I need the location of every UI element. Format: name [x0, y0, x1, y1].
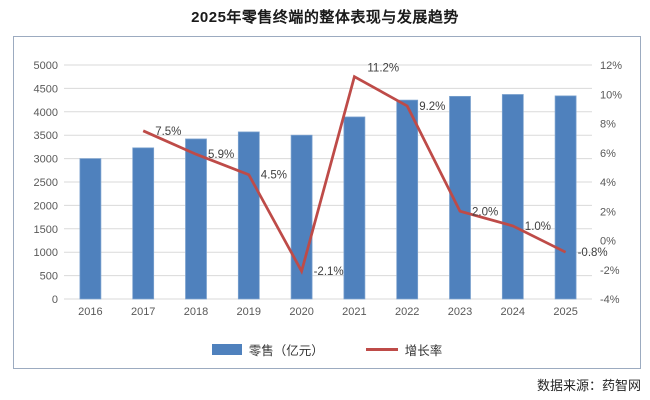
left-axis-tick-label: 500 [40, 271, 58, 283]
point-label-2022: 9.2% [419, 101, 445, 113]
data-source-note: 数据来源：药智网 [536, 378, 641, 393]
point-label-2021: 11.2% [367, 63, 399, 75]
left-axis-tick-label: 1000 [34, 247, 58, 259]
bar-2021 [343, 116, 366, 300]
x-axis-tick-label: 2021 [342, 306, 366, 318]
bar-2019 [237, 131, 260, 300]
left-axis-tick-label: 4500 [34, 83, 58, 95]
x-axis-tick-label: 2018 [184, 306, 208, 318]
right-axis-tick-label: 12% [600, 60, 622, 72]
x-axis-tick-label: 2016 [78, 306, 102, 318]
legend-label-growth: 增长率 [404, 344, 443, 358]
left-axis-tick-label: 4000 [34, 107, 58, 119]
growth-rate-line [142, 74, 567, 275]
left-axis-tick-label: 5000 [34, 60, 58, 72]
right-axis-tick-label: -2% [600, 265, 620, 277]
right-axis-tick-label: 2% [600, 206, 616, 218]
bar-2022 [396, 99, 419, 300]
x-axis-tick-label: 2019 [237, 306, 261, 318]
x-axis-tick-label: 2017 [131, 306, 155, 318]
bar-2024 [501, 94, 524, 300]
left-axis-tick-label: 2500 [34, 177, 58, 189]
point-label-2025: -0.8% [578, 247, 608, 259]
right-axis-tick-label: 10% [600, 89, 622, 101]
bar-2023 [449, 95, 471, 300]
chart-title: 2025年零售终端的整体表现与发展趋势 [191, 9, 459, 26]
left-axis-tick-label: 1500 [34, 224, 58, 236]
left-axis-tick-label: 2000 [34, 200, 58, 212]
bar-2016 [79, 158, 102, 300]
x-axis-tick-label: 2022 [395, 306, 419, 318]
legend-item-growth: 增长率 [365, 340, 443, 359]
x-axis-tick-label: 2025 [553, 306, 577, 318]
point-label-2018: 5.9% [208, 149, 234, 161]
point-label-2023: 2.0% [472, 206, 498, 218]
bar-2017 [132, 147, 155, 300]
right-axis-tick-label: 0% [600, 236, 616, 248]
bar-2018 [185, 138, 207, 300]
x-axis-tick-label: 2023 [448, 306, 472, 318]
chart-legend: 零售（亿元） 增长率 [14, 340, 640, 359]
x-axis-tick-label: 2020 [289, 306, 313, 318]
point-label-2024: 1.0% [525, 221, 551, 233]
left-axis-tick-label: 3500 [34, 130, 58, 142]
chart-frame: 5000 4500 4000 3500 3000 2500 2000 1500 1000 500 0… [13, 36, 641, 369]
bar-2025 [554, 95, 577, 300]
legend-item-retail: 零售（亿元） [211, 340, 324, 359]
left-axis-tick-label: 3000 [34, 154, 58, 166]
right-axis-tick-label: -4% [600, 294, 620, 306]
x-axis-tick-label: 2024 [501, 306, 525, 318]
right-axis-tick-label: 4% [600, 177, 616, 189]
point-label-2017: 7.5% [155, 126, 181, 138]
point-label-2020: -2.1% [314, 266, 344, 278]
point-label-2019: 4.5% [261, 170, 287, 182]
right-axis-tick-label: 6% [600, 148, 616, 160]
left-axis-tick-label: 0 [52, 294, 58, 306]
bar-series-swatch-icon [211, 344, 242, 355]
plot-area: 5000450040003500300025002000150010005000… [34, 60, 623, 318]
legend-label-retail: 零售（亿元） [248, 344, 324, 358]
right-axis-tick-label: 8% [600, 119, 616, 131]
bar-2020 [290, 134, 313, 300]
line-series-swatch-icon [365, 348, 398, 351]
